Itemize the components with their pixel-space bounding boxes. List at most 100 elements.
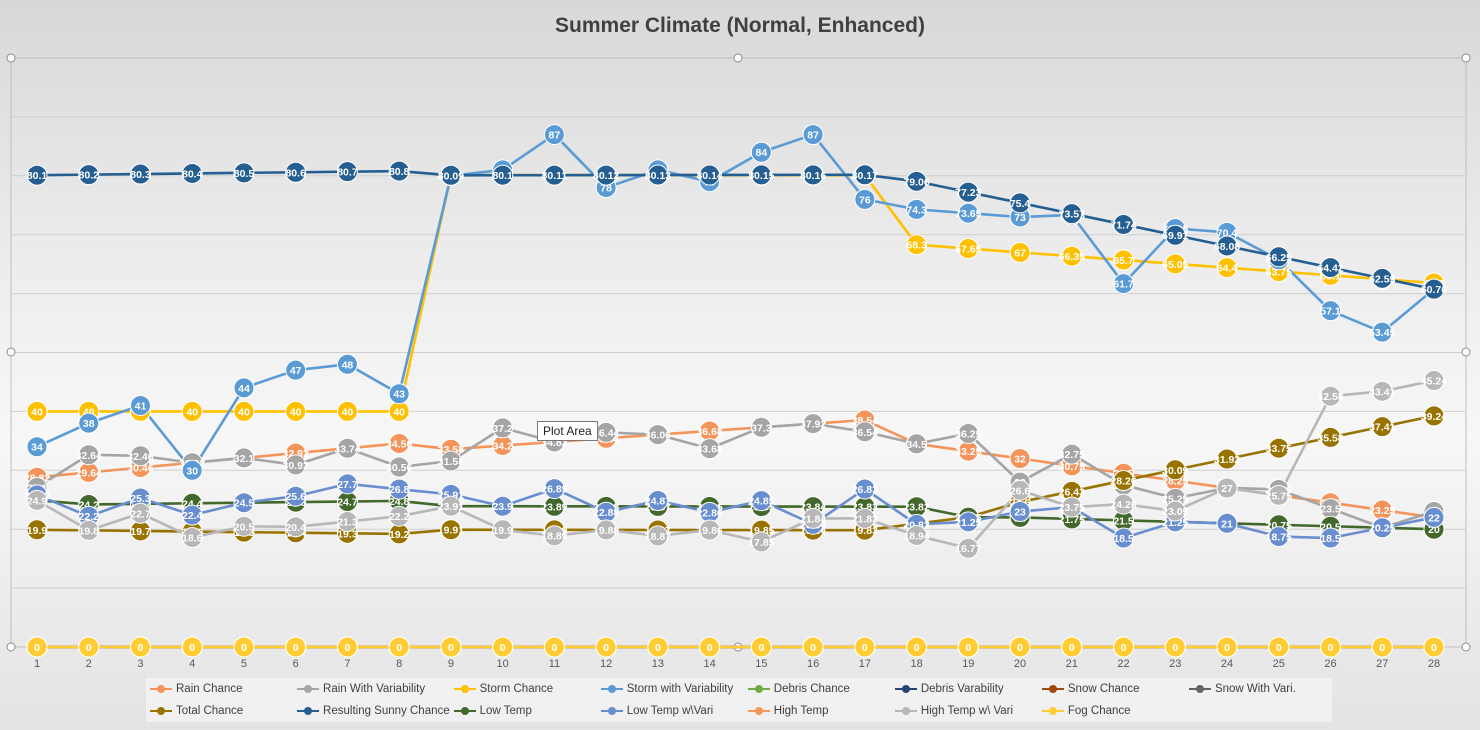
data-point[interactable] xyxy=(129,502,151,524)
data-point[interactable] xyxy=(957,422,979,444)
data-point[interactable] xyxy=(1009,479,1031,501)
data-point[interactable] xyxy=(1113,213,1135,235)
legend-entry[interactable]: Debris Varability xyxy=(891,683,1038,695)
data-point[interactable] xyxy=(595,636,617,658)
legend-entry[interactable]: Fog Chance xyxy=(1038,705,1185,717)
data-point[interactable] xyxy=(543,636,565,658)
legend-entry[interactable]: High Temp xyxy=(744,705,891,717)
data-point[interactable] xyxy=(1371,636,1393,658)
data-point[interactable] xyxy=(1009,192,1031,214)
data-point[interactable] xyxy=(1371,321,1393,343)
data-point[interactable] xyxy=(1113,249,1135,271)
selection-handle[interactable] xyxy=(733,53,743,63)
data-point[interactable] xyxy=(1061,636,1083,658)
data-point[interactable] xyxy=(1061,245,1083,267)
data-point[interactable] xyxy=(1113,470,1135,492)
data-point[interactable] xyxy=(906,636,928,658)
data-point[interactable] xyxy=(750,416,772,438)
data-point[interactable] xyxy=(129,636,151,658)
data-point[interactable] xyxy=(1113,273,1135,295)
legend-entry[interactable]: Storm with Variability xyxy=(597,683,744,695)
data-point[interactable] xyxy=(957,511,979,533)
data-point[interactable] xyxy=(1371,517,1393,539)
data-point[interactable] xyxy=(854,478,876,500)
data-point[interactable] xyxy=(129,445,151,467)
legend-entry[interactable]: Resulting Sunny Chance xyxy=(293,705,450,717)
data-point[interactable] xyxy=(1423,405,1445,427)
data-point[interactable] xyxy=(543,124,565,146)
data-point[interactable] xyxy=(1268,484,1290,506)
data-point[interactable] xyxy=(233,636,255,658)
data-point[interactable] xyxy=(440,164,462,186)
data-point[interactable] xyxy=(906,170,928,192)
data-point[interactable] xyxy=(647,164,669,186)
data-point[interactable] xyxy=(543,164,565,186)
data-point[interactable] xyxy=(957,636,979,658)
data-point[interactable] xyxy=(388,432,410,454)
data-point[interactable] xyxy=(1009,636,1031,658)
legend-entry[interactable]: Rain With Variability xyxy=(293,683,450,695)
data-point[interactable] xyxy=(802,124,824,146)
legend-entry[interactable]: Low Temp w\Vari xyxy=(597,705,744,717)
data-point[interactable] xyxy=(1268,526,1290,548)
data-point[interactable] xyxy=(1164,253,1186,275)
data-point[interactable] xyxy=(440,636,462,658)
data-point[interactable] xyxy=(285,636,307,658)
data-point[interactable] xyxy=(1061,443,1083,465)
data-point[interactable] xyxy=(750,490,772,512)
data-point[interactable] xyxy=(285,516,307,538)
chart-legend[interactable]: Rain Chance Rain With Variability Storm Ch… xyxy=(146,678,1332,722)
legend-entry[interactable]: High Temp w\ Vari xyxy=(891,705,1038,717)
data-point[interactable] xyxy=(1216,512,1238,534)
data-point[interactable] xyxy=(388,160,410,182)
legend-entry[interactable]: Total Chance xyxy=(146,705,293,717)
data-point[interactable] xyxy=(1164,636,1186,658)
data-point[interactable] xyxy=(181,400,203,422)
data-point[interactable] xyxy=(957,181,979,203)
selection-handle[interactable] xyxy=(6,642,16,652)
data-point[interactable] xyxy=(750,141,772,163)
data-point[interactable] xyxy=(1113,527,1135,549)
data-point[interactable] xyxy=(492,495,514,517)
data-point[interactable] xyxy=(906,433,928,455)
data-point[interactable] xyxy=(336,437,358,459)
data-point[interactable] xyxy=(1164,224,1186,246)
data-point[interactable] xyxy=(1320,527,1341,549)
data-point[interactable] xyxy=(543,478,565,500)
data-point[interactable] xyxy=(1423,506,1445,528)
data-point[interactable] xyxy=(802,636,824,658)
data-point[interactable] xyxy=(336,636,358,658)
data-point[interactable] xyxy=(26,400,48,422)
data-point[interactable] xyxy=(1009,501,1031,523)
data-point[interactable] xyxy=(285,400,307,422)
data-point[interactable] xyxy=(1320,385,1341,407)
data-point[interactable] xyxy=(854,421,876,443)
data-point[interactable] xyxy=(699,636,721,658)
data-point[interactable] xyxy=(78,412,100,434)
data-point[interactable] xyxy=(440,519,462,541)
data-point[interactable] xyxy=(802,164,824,186)
data-point[interactable] xyxy=(1423,636,1445,658)
data-point[interactable] xyxy=(906,524,928,546)
data-point[interactable] xyxy=(543,525,565,547)
selection-handle[interactable] xyxy=(1461,347,1471,357)
data-point[interactable] xyxy=(1371,416,1393,438)
data-point[interactable] xyxy=(1009,241,1031,263)
data-point[interactable] xyxy=(699,438,721,460)
data-point[interactable] xyxy=(699,519,721,541)
data-point[interactable] xyxy=(1423,370,1445,392)
data-point[interactable] xyxy=(285,485,307,507)
data-point[interactable] xyxy=(750,636,772,658)
legend-entry[interactable]: Storm Chance xyxy=(450,683,597,695)
data-point[interactable] xyxy=(1423,278,1445,300)
data-point[interactable] xyxy=(1320,257,1341,279)
data-point[interactable] xyxy=(1320,300,1341,322)
data-point[interactable] xyxy=(26,164,48,186)
data-point[interactable] xyxy=(595,519,617,541)
data-point[interactable] xyxy=(233,492,255,514)
legend-entry[interactable]: Snow With Vari. xyxy=(1185,683,1332,695)
data-point[interactable] xyxy=(181,459,203,481)
data-point[interactable] xyxy=(1268,636,1290,658)
data-point[interactable] xyxy=(233,515,255,537)
